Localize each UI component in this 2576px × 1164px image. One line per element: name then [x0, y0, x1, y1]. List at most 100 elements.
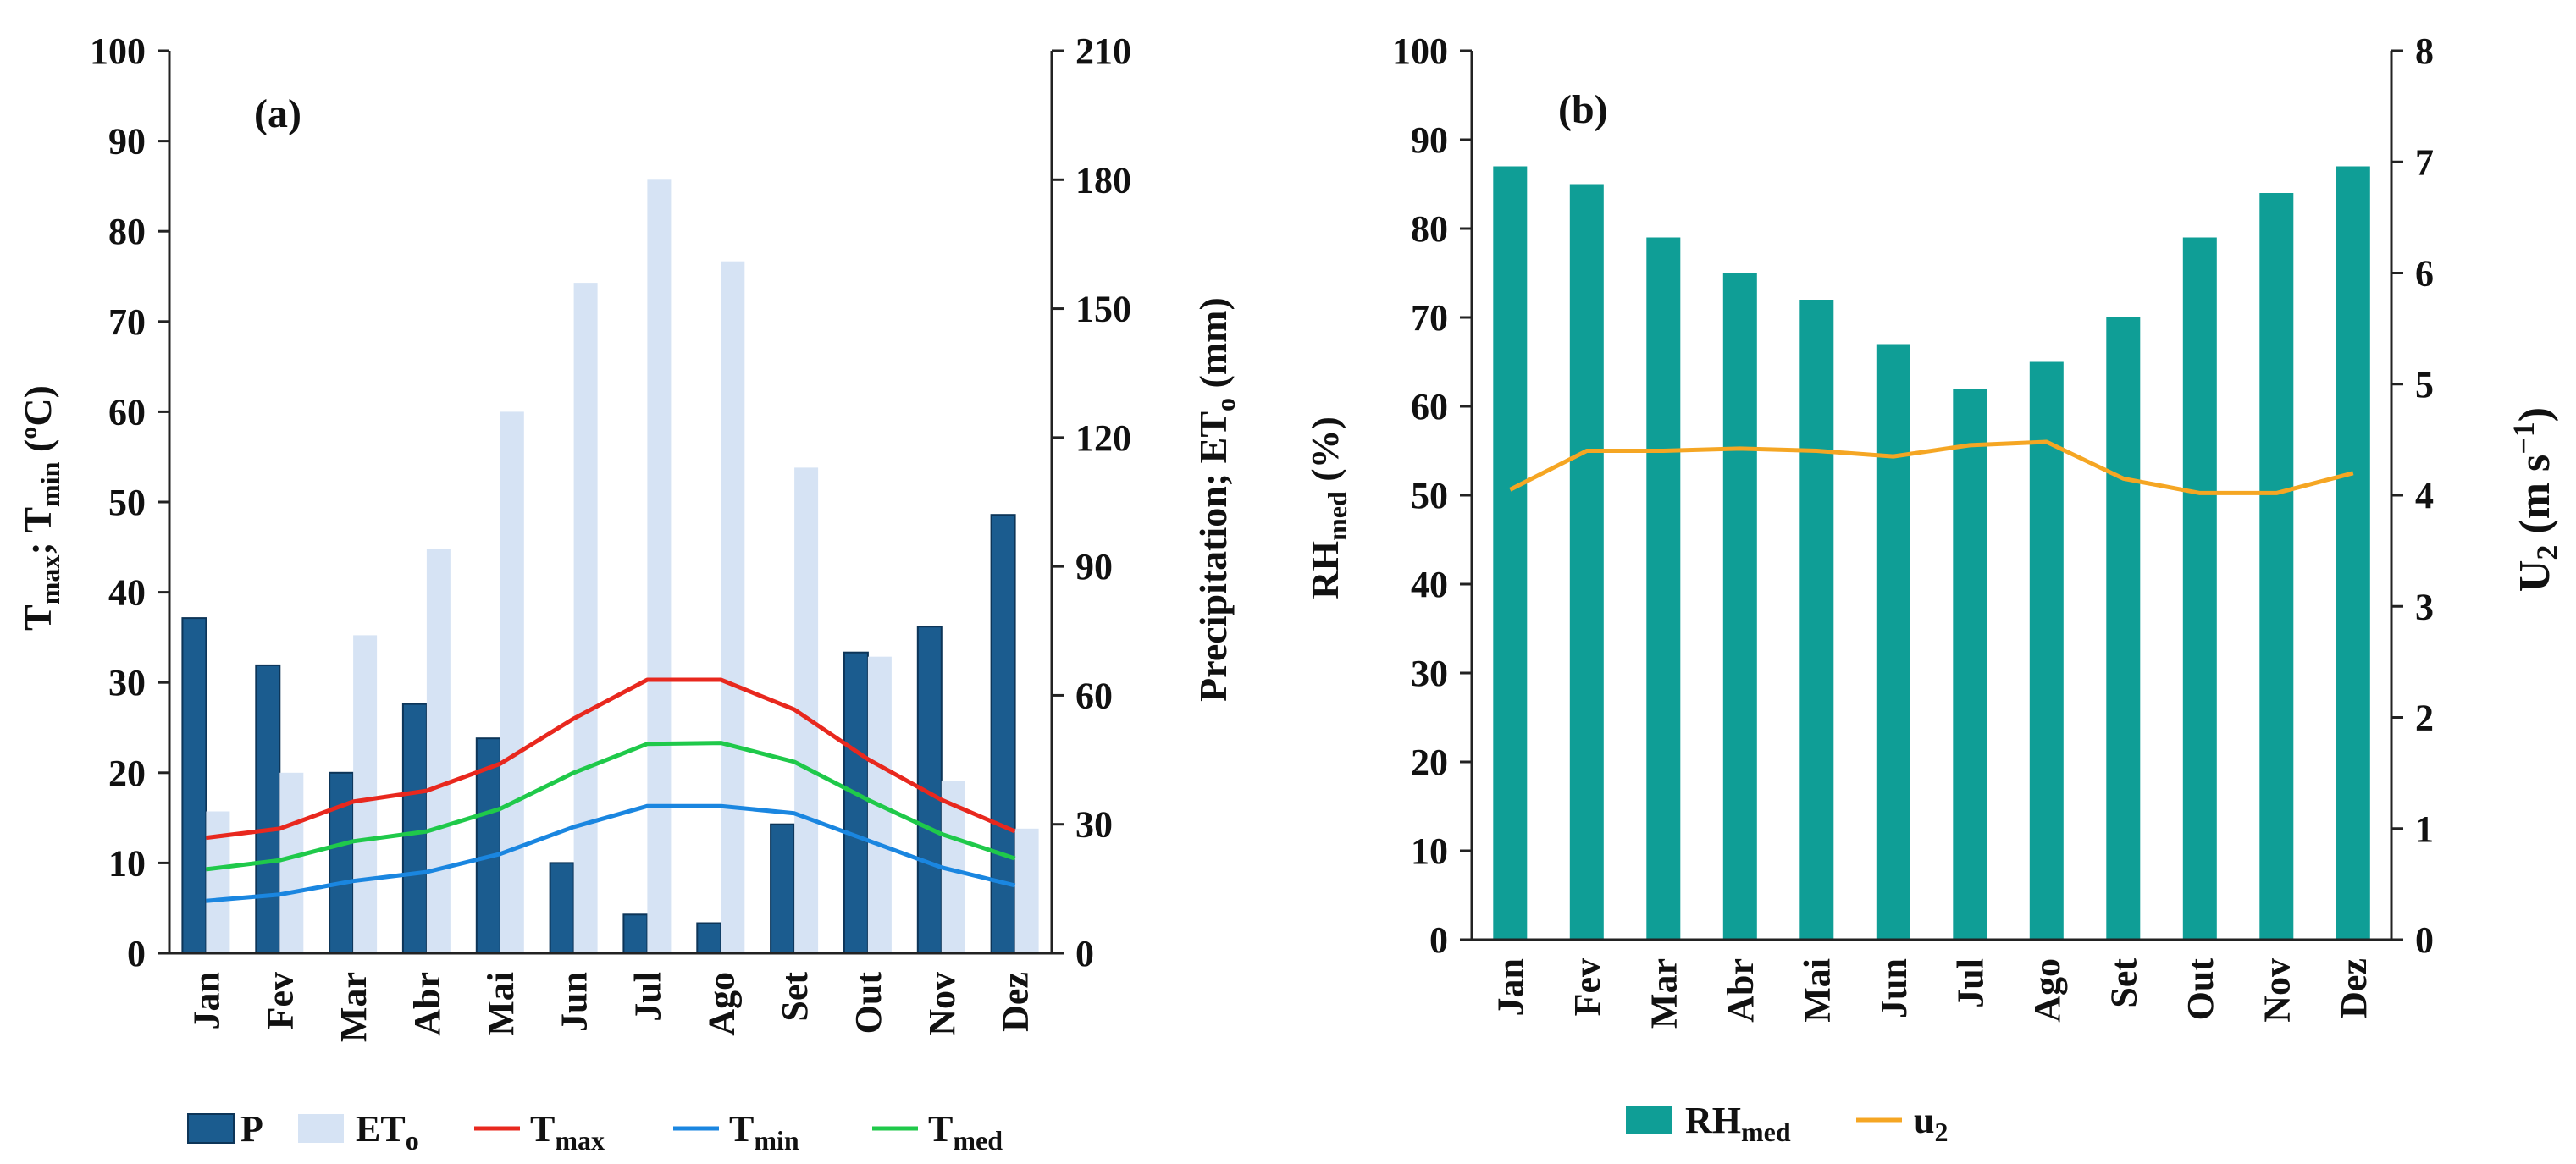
category-label-jan: Jan	[1490, 958, 1531, 1016]
panel-b: 0 10 20 30 40 50 60 70 80 90 100 0 1 2 3 4 5 6 7 8 Jan Fev Mar…	[1303, 30, 2564, 1147]
legend-swatch-eto	[298, 1114, 344, 1143]
right-tick-label: 0	[1075, 933, 1094, 974]
left-tick-label: 40	[1411, 564, 1448, 605]
panel-a-legend: P ETo Tmax Tmin Tmed	[187, 1108, 1003, 1156]
line-tmed	[206, 741, 1016, 872]
left-tick-label: 20	[1411, 742, 1448, 783]
left-tick-label: 60	[1411, 386, 1448, 428]
category-label-jul: Jul	[1949, 958, 1991, 1008]
bar-p-mar	[329, 771, 355, 954]
category-label-nov: Nov	[2256, 958, 2297, 1023]
category-label-mar: Mar	[333, 972, 374, 1042]
bar-p-dez	[990, 514, 1016, 954]
bar-rhmed-jan	[1493, 166, 1528, 940]
legend-label-tmed: Tmed	[928, 1108, 1003, 1156]
right-tick-label: 1	[2415, 808, 2434, 850]
bar-rhmed-set	[2106, 317, 2141, 940]
category-label-nov: Nov	[921, 972, 963, 1036]
bar-eto-jan	[206, 811, 230, 953]
category-label-set: Set	[774, 972, 815, 1022]
panel-b-legend: RHmed u2	[1626, 1100, 1948, 1147]
panel-b-label: (b)	[1558, 87, 1608, 132]
left-tick-label: 90	[1411, 119, 1448, 161]
left-tick-label: 40	[108, 572, 146, 614]
left-tick-label: 50	[1411, 475, 1448, 516]
panel-a-left-axis-label: Tmax; Tmin (ºC)	[16, 385, 65, 631]
right-tick-label: 0	[2415, 919, 2434, 961]
panel-b-lines	[1509, 439, 2354, 495]
left-tick-label: 10	[1411, 830, 1448, 872]
legend-label-tmax: Tmax	[530, 1108, 605, 1156]
bar-p-jun	[549, 862, 575, 955]
left-tick-label: 80	[108, 211, 146, 252]
bar-rhmed-out	[2182, 237, 2217, 940]
right-tick-label: 30	[1075, 804, 1113, 846]
category-label-mai: Mai	[1796, 958, 1838, 1023]
category-label-jan: Jan	[185, 972, 227, 1029]
left-tick-label: 100	[1392, 30, 1448, 72]
left-tick-label: 100	[90, 30, 146, 72]
bar-p-ago	[696, 922, 722, 954]
panel-a-lines	[206, 677, 1016, 903]
category-label-jun: Jun	[554, 972, 595, 1032]
bar-rhmed-ago	[2029, 361, 2064, 940]
panel-b-right-axis-label: U2 (m s−1)	[2507, 407, 2564, 592]
bar-rhmed-mar	[1646, 237, 1681, 940]
bar-eto-jul	[647, 179, 672, 954]
right-tick-label: 6	[2415, 253, 2434, 295]
left-tick-label: 70	[1411, 297, 1448, 339]
bar-eto-mar	[353, 635, 378, 953]
panel-a-axes: 0 10 20 30 40 50 60 70 80 90 100 0 30 60 90 120 150 180 21…	[90, 30, 1131, 1042]
legend-swatch-rhmed	[1626, 1106, 1672, 1134]
bar-rhmed-mai	[1799, 300, 1834, 940]
bar-eto-jun	[573, 283, 598, 954]
line-tmin	[206, 803, 1016, 903]
category-label-dez: Dez	[995, 972, 1036, 1032]
panel-b-left-axis-label: RHmed (%)	[1303, 417, 1352, 599]
right-tick-label: 2	[2415, 698, 2434, 739]
line-tmax	[206, 677, 1016, 841]
left-tick-label: 50	[108, 482, 146, 523]
category-label-out: Out	[848, 972, 889, 1034]
bar-eto-mai	[500, 411, 524, 953]
right-tick-label: 8	[2415, 30, 2434, 72]
panel-a-label: (a)	[254, 91, 301, 136]
right-tick-label: 60	[1075, 675, 1113, 716]
panel-a-right-axis-label: Precipitation; ETo (mm)	[1191, 297, 1241, 702]
bar-eto-abr	[426, 549, 451, 953]
right-tick-label: 150	[1075, 289, 1131, 330]
legend-label-eto: ETo	[356, 1108, 419, 1156]
bar-p-jul	[622, 913, 649, 955]
category-label-mar: Mar	[1643, 958, 1684, 1029]
bar-eto-fev	[279, 772, 304, 953]
bar-rhmed-jun	[1876, 344, 1910, 940]
left-tick-label: 0	[1429, 919, 1448, 961]
panel-b-axes: 0 10 20 30 40 50 60 70 80 90 100 0 1 2 3 4 5 6 7 8 Jan Fev Mar…	[1392, 30, 2434, 1029]
bar-rhmed-jul	[1953, 389, 1987, 940]
left-tick-label: 70	[108, 301, 146, 343]
right-tick-label: 90	[1075, 546, 1113, 588]
category-label-dez: Dez	[2333, 958, 2374, 1018]
right-tick-label: 120	[1075, 417, 1131, 459]
category-label-ago: Ago	[2026, 958, 2068, 1023]
bar-p-fev	[255, 664, 281, 955]
bar-rhmed-dez	[2336, 166, 2370, 940]
bar-rhmed-abr	[1722, 273, 1757, 940]
category-label-jul: Jul	[627, 972, 668, 1022]
category-label-fev: Fev	[1567, 958, 1608, 1016]
right-tick-label: 3	[2415, 586, 2434, 627]
bar-p-out	[843, 651, 869, 954]
right-tick-label: 180	[1075, 159, 1131, 201]
bar-p-set	[770, 823, 796, 955]
panel-a-bars	[181, 179, 1039, 955]
bar-rhmed-fev	[1569, 184, 1604, 940]
right-tick-label: 5	[2415, 364, 2434, 405]
left-tick-label: 30	[1411, 653, 1448, 694]
right-tick-label: 7	[2415, 141, 2434, 183]
left-tick-label: 30	[108, 662, 146, 703]
legend-label-p: P	[240, 1108, 263, 1150]
right-tick-label: 210	[1075, 30, 1131, 72]
panel-b-bars	[1493, 166, 2370, 940]
category-label-abr: Abr	[1720, 958, 1761, 1023]
line-u2	[1509, 439, 2354, 495]
